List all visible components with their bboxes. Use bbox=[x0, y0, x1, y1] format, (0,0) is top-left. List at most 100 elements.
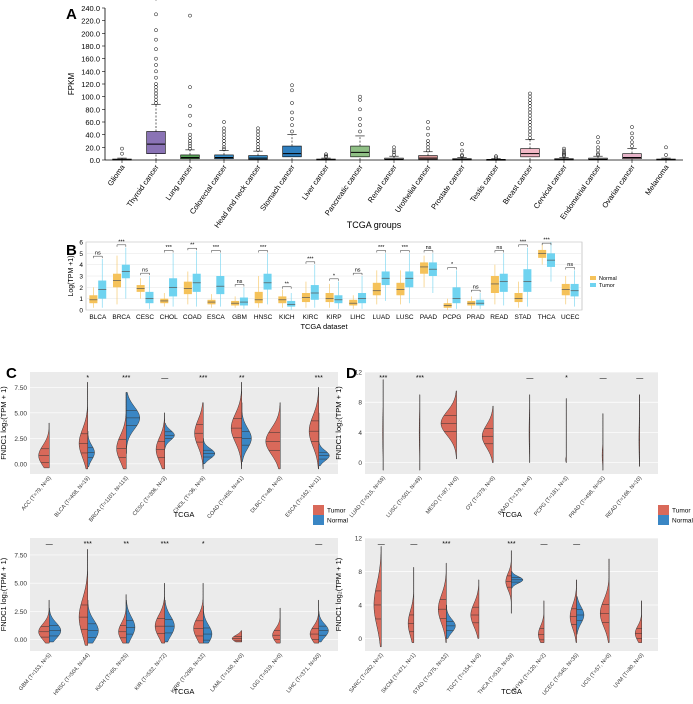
b-significance-label: ns bbox=[355, 268, 361, 274]
d1-legend-tumor-swatch bbox=[658, 505, 669, 515]
d1-plot-area bbox=[365, 372, 658, 474]
d2-significance-label: — bbox=[573, 541, 580, 548]
d1-y-axis-label: FNDC1 log₂(TPM + 1) bbox=[334, 386, 343, 460]
a-outlier-point bbox=[222, 139, 226, 143]
a-y-axis-label: FPKM bbox=[67, 73, 76, 96]
a-outlier-point bbox=[392, 145, 396, 150]
b-y-tick-label: 4 bbox=[79, 262, 83, 269]
b-tumor-box bbox=[452, 287, 461, 304]
a-outlier-point bbox=[528, 107, 532, 112]
a-y-tick-label: 0.0 bbox=[90, 156, 100, 165]
c1-x-tick-label: BRCA (T=1101, N=113) bbox=[88, 475, 130, 523]
c1-normal-violin bbox=[126, 392, 140, 454]
c2-y-tick-label: 7.50 bbox=[14, 552, 27, 559]
a-outlier-point bbox=[562, 148, 566, 153]
a-outlier-point bbox=[460, 148, 464, 153]
d2-significance-label: *** bbox=[507, 541, 515, 548]
c1-x-tick-label: CHOL (T=36, N=9) bbox=[172, 475, 206, 514]
b-normal-box bbox=[89, 295, 98, 304]
a-outlier-point bbox=[154, 97, 158, 102]
c1-significance-label: *** bbox=[315, 375, 323, 382]
d2-significance-label: *** bbox=[442, 541, 450, 548]
a-outlier-point bbox=[324, 152, 328, 157]
b-significance-label: * bbox=[333, 273, 336, 279]
b-tumor-box bbox=[499, 273, 508, 292]
d1-x-tick-label: LUAD (T=515, N=59) bbox=[349, 475, 387, 519]
d1-significance-label: — bbox=[526, 375, 533, 382]
a-outlier-point bbox=[528, 132, 532, 137]
d2-x-tick-label: UVM (T=80, N=0) bbox=[613, 652, 646, 689]
a-outlier-point bbox=[562, 146, 566, 151]
c2-x-tick-label: GBM (T=153, N=5) bbox=[18, 652, 53, 692]
b-significance-label: *** bbox=[213, 245, 220, 251]
a-outlier-point bbox=[358, 94, 362, 99]
d1-significance-label: — bbox=[600, 375, 607, 382]
b-significance-bracket bbox=[423, 250, 434, 253]
a-box bbox=[214, 154, 234, 160]
d2-tumor-violin bbox=[505, 550, 512, 614]
c1-tumor-violin bbox=[308, 387, 319, 470]
d2-tumor-violin bbox=[599, 558, 610, 643]
a-outlier-point bbox=[596, 148, 600, 153]
a-outlier-point bbox=[154, 91, 158, 96]
b-x-tick-label: STAD bbox=[515, 314, 532, 321]
c1-legend-normal-label: Normal bbox=[327, 518, 349, 525]
a-outlier-point bbox=[222, 129, 226, 134]
c1-legend-tumor-label: Tumor bbox=[327, 508, 346, 515]
a-outlier-point bbox=[494, 155, 498, 160]
a-box bbox=[146, 131, 166, 154]
c1-plot-area bbox=[30, 372, 338, 474]
d2-tumor-violin bbox=[470, 579, 480, 639]
a-outlier-point bbox=[290, 110, 294, 115]
c1-significance-label: * bbox=[86, 375, 89, 382]
d2-x-tick-label: UCS (T=57, N=0) bbox=[581, 652, 613, 689]
d2-x-tick-label: UCEC (T=545, N=35) bbox=[542, 652, 581, 696]
a-x-tick-label: Breast cancer bbox=[501, 163, 535, 206]
panel-letter-a: A bbox=[66, 6, 77, 23]
d1-tumor-violin bbox=[528, 394, 531, 463]
a-outlier-point bbox=[154, 56, 158, 61]
b-significance-bracket bbox=[116, 244, 127, 247]
b-significance-label: ns bbox=[95, 251, 101, 257]
c2-normal-violin bbox=[164, 599, 175, 643]
b-x-tick-label: GBM bbox=[232, 314, 247, 321]
b-tumor-box bbox=[334, 295, 343, 304]
b-significance-bracket bbox=[565, 267, 575, 270]
b-tumor-box bbox=[263, 273, 272, 290]
a-y-tick-label: 100.0 bbox=[81, 93, 100, 102]
a-outlier-point bbox=[222, 135, 226, 140]
c2-normal-violin bbox=[87, 599, 99, 644]
a-outlier-point bbox=[222, 142, 226, 147]
a-outlier-point bbox=[222, 132, 226, 137]
d1-tumor-violin bbox=[565, 398, 567, 463]
d2-significance-label: — bbox=[410, 541, 417, 548]
b-normal-box bbox=[396, 282, 405, 296]
b-x-tick-label: UCEC bbox=[561, 314, 580, 321]
b-tumor-box bbox=[523, 269, 532, 292]
a-x-tick-label: Prostate cancer bbox=[429, 163, 467, 212]
b-significance-bracket bbox=[282, 286, 292, 289]
c1-tumor-violin bbox=[265, 402, 281, 470]
d1-x-tick-label: PCPG (T=181, N=3) bbox=[533, 475, 570, 517]
a-outlier-point bbox=[222, 147, 226, 152]
a-outlier-point bbox=[188, 132, 192, 137]
b-significance-bracket bbox=[140, 272, 150, 276]
c2-significance-label: * bbox=[202, 541, 205, 548]
b-y-tick-label: 3 bbox=[79, 274, 83, 281]
b-significance-bracket bbox=[305, 261, 316, 264]
b-x-tick-label: HNSC bbox=[254, 314, 273, 321]
a-outlier-point bbox=[290, 83, 294, 88]
b-tumor-box bbox=[405, 271, 414, 288]
b-legend-tumor-swatch bbox=[590, 283, 596, 287]
a-outlier-point bbox=[358, 116, 362, 121]
d1-y-tick-label: 0 bbox=[358, 460, 362, 467]
d2-y-tick-label: 8 bbox=[358, 569, 362, 576]
a-x-tick-label: Renal cancer bbox=[366, 163, 399, 205]
a-outlier-point bbox=[528, 129, 532, 134]
d2-x-axis-label: TCGA bbox=[501, 687, 522, 696]
b-significance-bracket bbox=[234, 284, 245, 287]
b-tumor-box bbox=[145, 291, 154, 304]
a-outlier-point bbox=[562, 154, 566, 159]
b-x-tick-label: CHOL bbox=[160, 314, 178, 321]
